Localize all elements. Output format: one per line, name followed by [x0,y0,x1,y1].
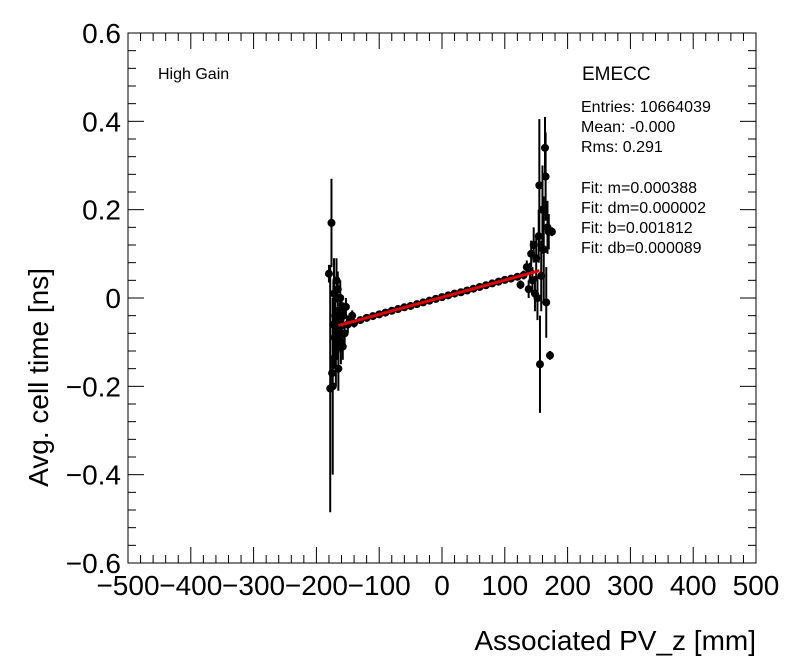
detector-label: EMECC [582,64,651,85]
stats-entries: Entries: 10664039 [581,99,711,116]
data-point [332,276,341,285]
data-point [334,364,343,373]
data-point [333,285,342,294]
x-tick-label: 400 [670,570,717,601]
y-tick-label: 0 [105,283,121,314]
y-tick-label: 0.6 [82,18,121,49]
data-point [336,294,345,302]
data-point [541,172,550,181]
x-tick-label: −100 [348,570,411,601]
x-tick-label: 0 [434,570,450,601]
data-point [546,351,555,360]
data-point [335,324,344,333]
x-tick-labels: −500 −400 −300 −200 −100 0 100 200 300 400 500 [96,570,779,601]
stats-rms: Rms: 0.291 [581,139,663,156]
data-point [329,320,338,329]
data-point [539,245,548,254]
x-tick-label: −300 [222,570,285,601]
data-point [535,181,544,190]
gain-label: High Gain [158,66,229,83]
fit-intercept: Fit: b=0.001812 [581,220,693,237]
data-point [324,269,333,278]
y-tick-label: −0.6 [66,548,121,579]
x-tick-label: −500 [96,570,159,601]
data-point [516,280,525,289]
stats-mean: Mean: -0.000 [581,119,675,136]
data-point [528,276,537,285]
data-point [533,294,542,302]
fit-slope-error: Fit: dm=0.000002 [581,200,706,217]
fit-intercept-error: Fit: db=0.000089 [581,240,702,257]
error-bars [327,116,553,513]
x-tick-label: −400 [159,570,222,601]
data-point [328,369,337,378]
y-tick-label: −0.2 [66,371,121,402]
y-tick-label: 0.2 [82,195,121,226]
x-tick-label: 300 [607,570,654,601]
x-tick-label: 500 [733,570,780,601]
data-point [338,342,347,351]
y-axis-title: Avg. cell time [ns] [23,268,54,487]
data-point [537,271,546,280]
fit-slope: Fit: m=0.000388 [581,180,697,197]
data-point [542,298,551,307]
data-point [341,302,350,311]
data-points [324,143,556,393]
x-tick-label: 200 [544,570,591,601]
data-point [534,232,543,241]
axis-ticks [127,32,757,564]
data-point [339,311,348,320]
data-point [331,347,340,355]
y-tick-labels: −0.6 −0.4 −0.2 0 0.2 0.4 0.6 [66,18,121,579]
x-axis-title: Associated PV_z [mm] [474,625,756,656]
data-point [327,218,336,227]
data-point [524,285,533,294]
y-tick-label: −0.4 [66,460,121,491]
data-point [340,329,349,338]
y-tick-label: 0.4 [82,106,121,137]
fit-line [337,269,540,327]
data-point [529,241,538,249]
x-tick-label: −200 [285,570,348,601]
data-point [538,205,547,214]
data-point [348,311,357,320]
data-point [540,143,549,152]
data-point [547,227,556,236]
x-tick-label: 100 [481,570,528,601]
data-point [532,254,541,263]
data-point [535,360,544,369]
data-point [328,382,337,391]
